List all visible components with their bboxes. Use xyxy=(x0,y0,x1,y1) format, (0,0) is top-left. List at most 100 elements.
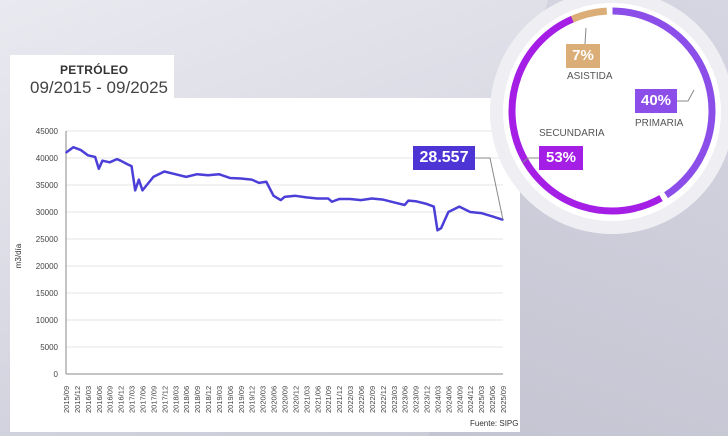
data-point xyxy=(152,176,155,178)
x-tick-label: 2020/12 xyxy=(291,386,300,413)
x-tick-label: 2025/03 xyxy=(477,386,486,413)
data-point xyxy=(433,205,435,208)
x-tick-label: 2024/12 xyxy=(466,386,475,413)
x-tick-label: 2022/12 xyxy=(379,386,388,413)
data-point xyxy=(371,197,373,200)
data-point xyxy=(349,198,351,200)
x-tick-label: 2017/06 xyxy=(138,386,147,413)
y-axis-label: m3/día xyxy=(14,243,23,268)
x-tick-label: 2024/03 xyxy=(433,386,442,413)
x-tick-label: 2023/12 xyxy=(423,386,432,413)
data-point xyxy=(87,154,89,157)
data-point xyxy=(72,146,75,148)
data-point xyxy=(138,178,140,181)
x-tick-label: 2023/09 xyxy=(412,386,421,413)
x-tick-label: 2016/09 xyxy=(106,386,115,413)
data-point xyxy=(207,174,209,177)
data-point xyxy=(414,200,417,202)
asistida-label: ASISTIDA xyxy=(567,71,613,82)
x-tick-label: 2021/06 xyxy=(313,386,322,413)
x-tick-label: 2018/09 xyxy=(193,386,202,413)
data-point xyxy=(425,203,428,205)
donut-segment-secundaria xyxy=(508,16,663,215)
data-point xyxy=(327,197,330,200)
x-tick-label: 2020/03 xyxy=(259,386,268,413)
y-tick-label: 35000 xyxy=(36,181,59,190)
x-tick-label: 2024/09 xyxy=(455,386,464,413)
data-point xyxy=(392,201,395,204)
x-tick-label: 2018/12 xyxy=(204,386,213,413)
source-note: Fuente: SIPG xyxy=(470,419,519,428)
x-tick-label: 2016/12 xyxy=(117,386,126,413)
x-tick-label: 2024/06 xyxy=(444,386,453,413)
data-point xyxy=(116,158,118,160)
x-tick-label: 2022/06 xyxy=(357,386,366,413)
data-point xyxy=(134,189,136,192)
x-tick-label: 2021/12 xyxy=(335,386,344,413)
y-tick-label: 25000 xyxy=(36,235,59,244)
data-point xyxy=(447,211,450,213)
x-tick-label: 2015/09 xyxy=(62,386,71,413)
primaria-leader xyxy=(677,89,695,102)
donut-segment-asistida xyxy=(568,7,608,24)
x-tick-label: 2022/09 xyxy=(368,386,377,413)
data-point xyxy=(196,173,198,175)
last-value-callout: 28.557 xyxy=(413,146,475,170)
data-point xyxy=(403,204,406,206)
data-point xyxy=(440,227,442,229)
secundaria-pct: 53% xyxy=(539,146,583,170)
callout-leader xyxy=(475,157,504,220)
data-point xyxy=(283,196,286,198)
data-point xyxy=(174,173,177,175)
data-point xyxy=(185,176,187,178)
x-tick-label: 2020/09 xyxy=(281,386,290,413)
data-point xyxy=(65,151,67,154)
data-point xyxy=(280,199,282,201)
data-point xyxy=(382,198,384,201)
secundaria-leader xyxy=(521,157,539,164)
data-point xyxy=(130,165,133,167)
primaria-pct: 40% xyxy=(635,89,677,113)
y-tick-label: 15000 xyxy=(36,289,59,298)
data-point xyxy=(338,198,340,200)
chart-title: PETRÓLEO xyxy=(60,63,129,77)
x-tick-label: 2021/03 xyxy=(302,386,311,413)
data-point xyxy=(94,156,96,158)
data-point xyxy=(407,199,410,202)
x-tick-label: 2016/03 xyxy=(84,386,93,413)
data-point xyxy=(141,189,144,192)
data-point xyxy=(294,195,297,197)
asistida-pct: 7% xyxy=(566,44,600,68)
x-tick-label: 2016/06 xyxy=(95,386,104,413)
data-point xyxy=(163,170,166,173)
data-point xyxy=(305,196,308,199)
title-box: PETRÓLEO 09/2015 - 09/2025 xyxy=(10,55,174,100)
x-tick-label: 2018/03 xyxy=(171,386,180,413)
primaria-label: PRIMARIA xyxy=(635,118,684,129)
data-point xyxy=(360,199,362,201)
data-point xyxy=(229,177,231,179)
y-tick-label: 30000 xyxy=(36,208,59,217)
asistida-leader xyxy=(584,27,587,45)
data-point xyxy=(101,159,104,162)
data-point xyxy=(127,163,129,166)
y-tick-label: 40000 xyxy=(36,154,59,163)
x-tick-label: 2018/06 xyxy=(182,386,191,413)
x-tick-label: 2023/03 xyxy=(390,386,399,413)
data-point xyxy=(491,215,493,218)
donut-segment-primaria xyxy=(612,7,716,199)
x-tick-label: 2017/09 xyxy=(149,386,158,413)
data-point xyxy=(458,205,461,208)
y-tick-label: 20000 xyxy=(36,262,59,271)
x-tick-label: 2017/03 xyxy=(128,386,137,413)
x-tick-label: 2015/12 xyxy=(73,386,82,413)
data-point xyxy=(240,177,242,180)
x-tick-label: 2021/09 xyxy=(324,386,333,413)
data-point xyxy=(258,182,260,184)
data-point xyxy=(218,173,220,175)
chart-period: 09/2015 - 09/2025 xyxy=(30,78,169,97)
data-point xyxy=(97,168,100,170)
data-point xyxy=(469,211,472,213)
data-point xyxy=(316,197,319,200)
